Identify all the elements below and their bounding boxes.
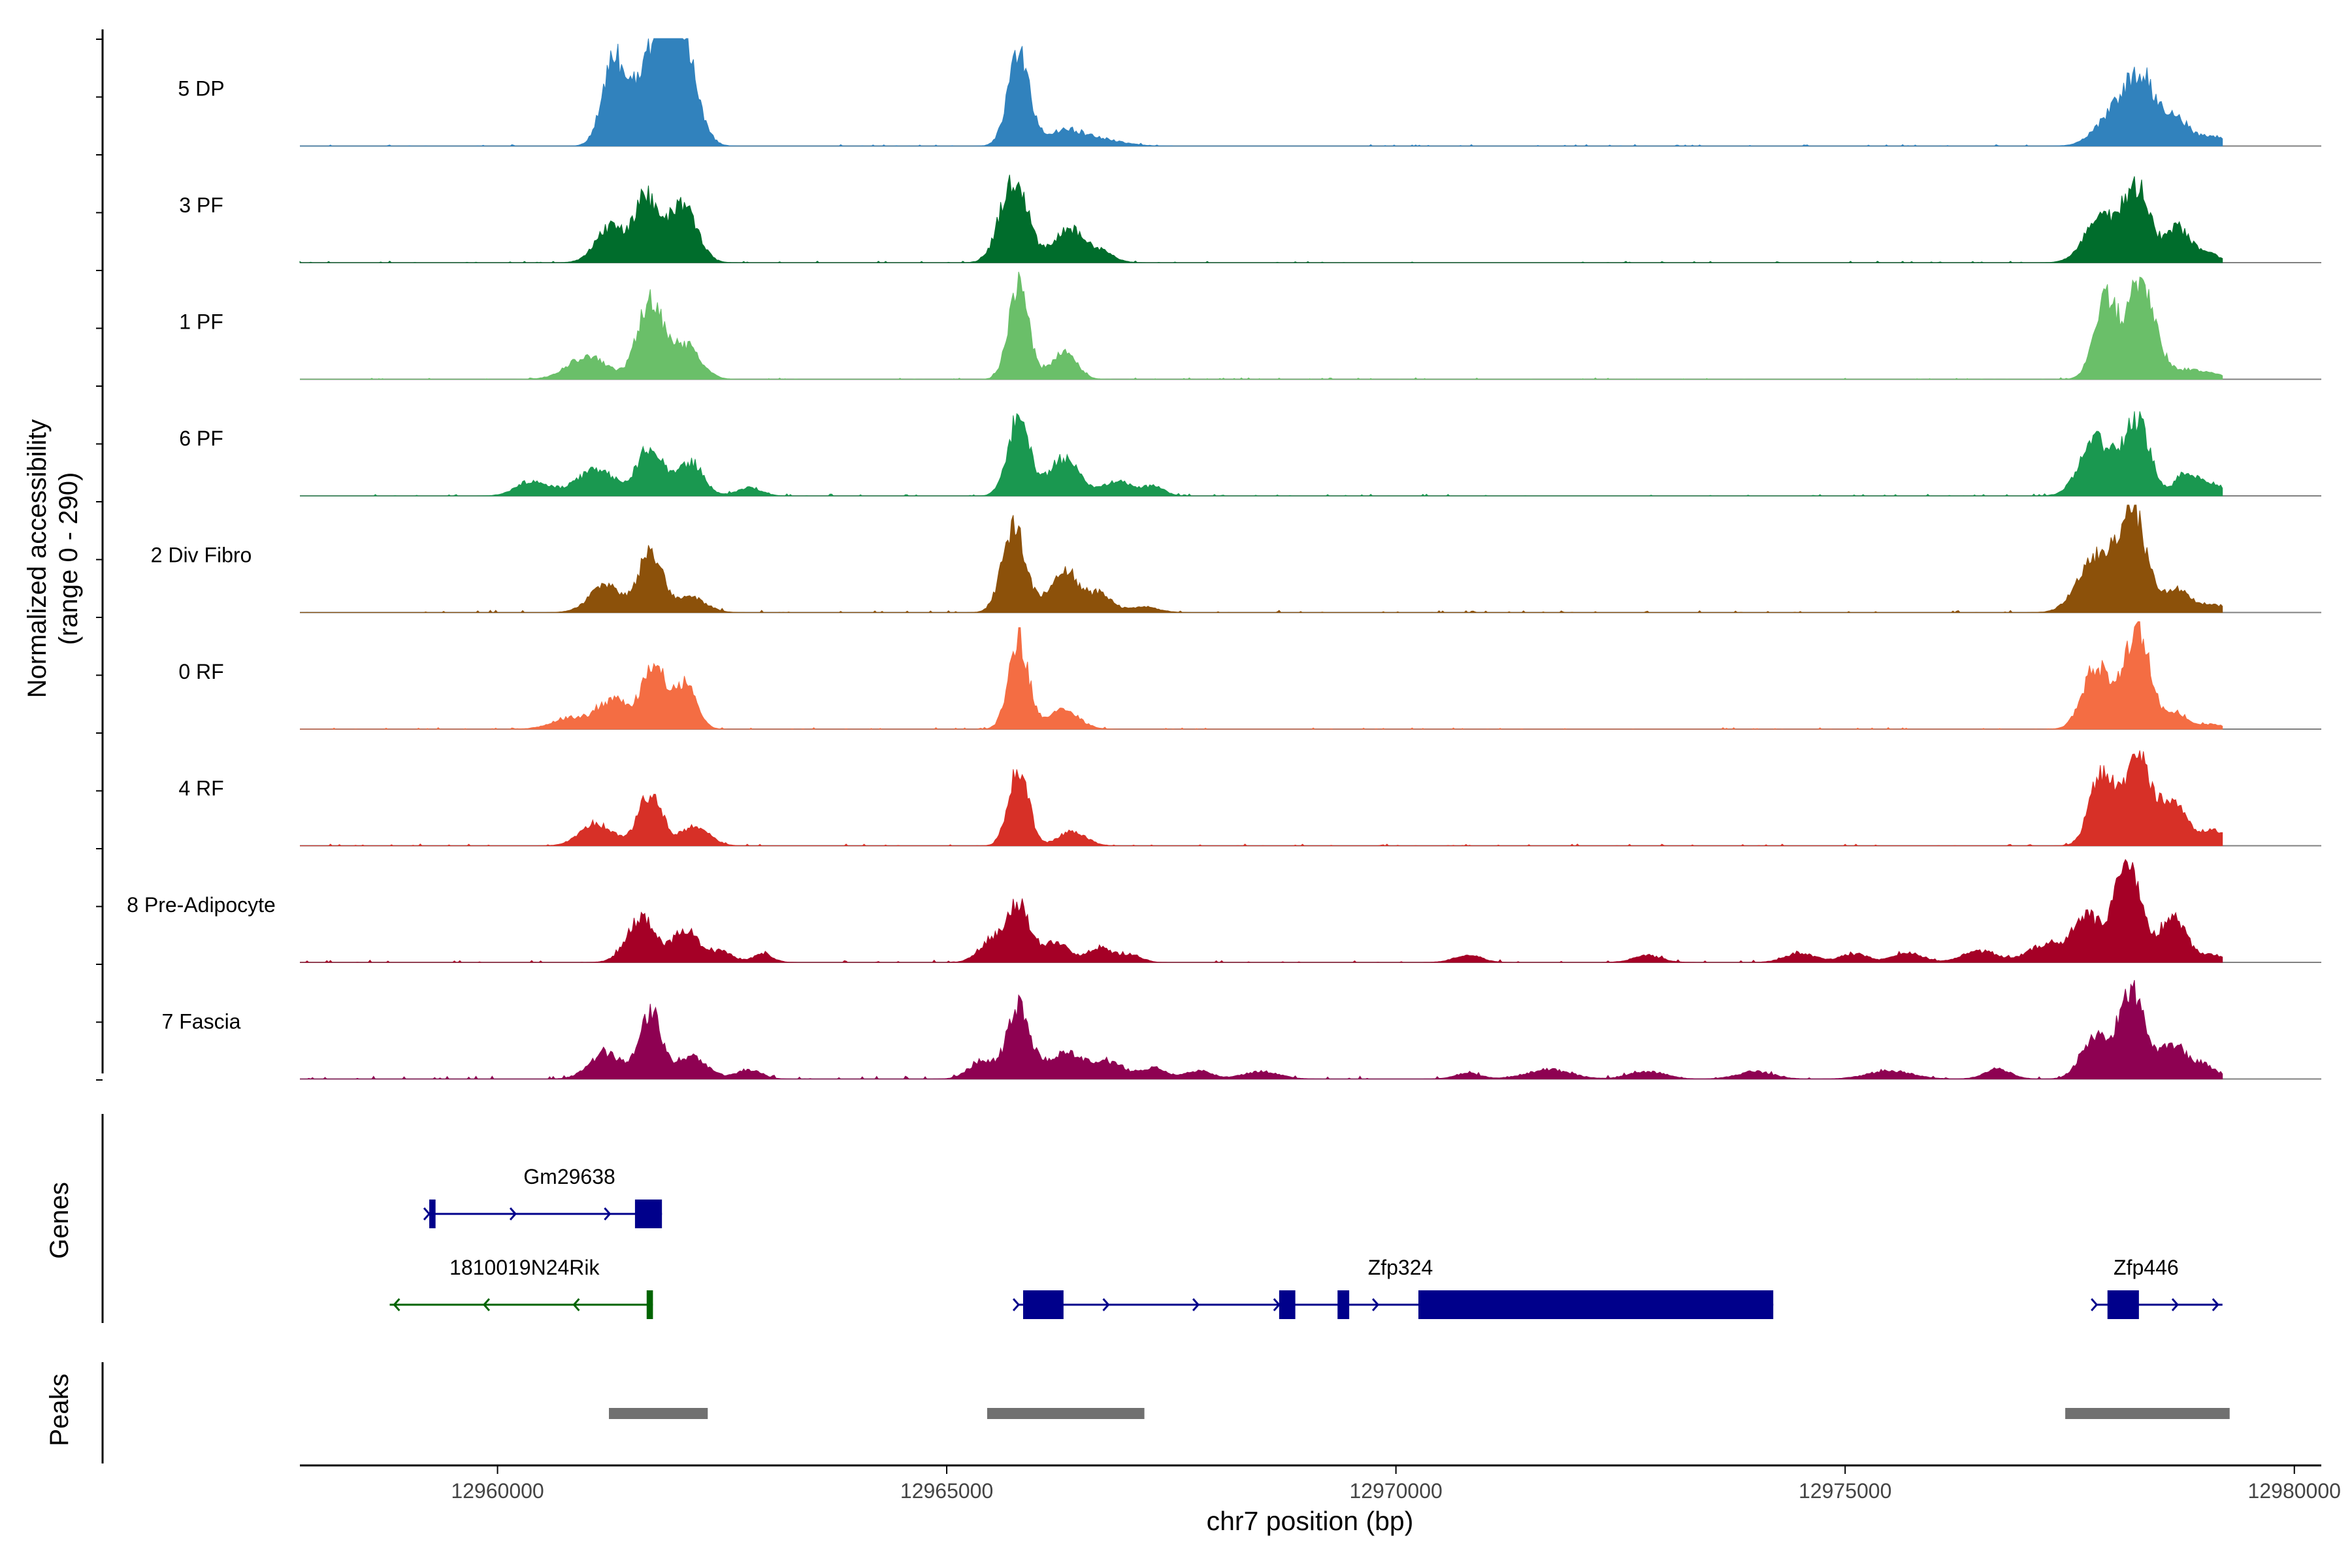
strand-arrow [1372, 1298, 1380, 1311]
coverage-area [300, 38, 2223, 147]
x-tick-label: 12960000 [451, 1479, 544, 1503]
gene-exon [2107, 1290, 2139, 1319]
track-1-pf: 1 PF [179, 271, 2321, 380]
track-6-pf: 6 PF [179, 411, 2321, 497]
strand-arrow [572, 1298, 580, 1311]
gene-zfp446: Zfp446 [2091, 1256, 2223, 1319]
coverage-area [300, 411, 2223, 497]
gene-gm29638: Gm29638 [423, 1165, 662, 1228]
peak-region-bar [609, 1408, 708, 1419]
genes-track-label: Genes [45, 1182, 74, 1259]
gene-label: Gm29638 [523, 1165, 615, 1188]
track-8-pre-adipocyte: 8 Pre-Adipocyte [127, 858, 2321, 963]
strand-arrow [509, 1207, 517, 1220]
track-label: 4 RF [178, 777, 223, 800]
panel-axes [96, 29, 104, 1463]
track-label: 5 DP [178, 77, 224, 101]
track-2-div-fibro: 2 Div Fibro [151, 504, 2321, 613]
track-label: 3 PF [179, 193, 223, 217]
x-tick-label: 12975000 [1799, 1479, 1891, 1503]
track-0-rf: 0 RF [178, 621, 2321, 730]
strand-arrow [482, 1298, 491, 1311]
track-label: 8 Pre-Adipocyte [127, 893, 276, 917]
coverage-area [300, 271, 2223, 380]
gene-exon [1022, 1290, 1064, 1319]
track-5-dp: 5 DP [178, 38, 2321, 147]
gene-label: 1810019N24Rik [449, 1256, 600, 1279]
gene-zfp324: Zfp324 [1012, 1256, 1774, 1319]
gene-exon [1279, 1290, 1296, 1319]
x-axis-label: chr7 position (bp) [1207, 1506, 1414, 1536]
coverage-area [300, 979, 2223, 1080]
x-tick-label: 12965000 [900, 1479, 993, 1503]
peaks-track-label: Peaks [45, 1373, 74, 1446]
coverage-area [300, 621, 2223, 730]
strand-arrow [393, 1298, 400, 1311]
peak-region-bar [2065, 1408, 2230, 1419]
track-3-pf: 3 PF [179, 174, 2321, 263]
track-label: 7 Fascia [162, 1010, 241, 1034]
peak-region-track [609, 1408, 2230, 1419]
strand-arrow [1012, 1298, 1021, 1311]
track-4-rf: 4 RF [178, 750, 2321, 847]
gene-exon [1418, 1290, 1774, 1319]
gene-exon [634, 1200, 662, 1228]
gene-exon [1337, 1290, 1350, 1319]
strand-arrow [1102, 1298, 1110, 1311]
strand-arrow [2171, 1298, 2179, 1311]
gene-exon [646, 1290, 653, 1319]
track-label: 6 PF [179, 427, 223, 450]
strand-arrow [423, 1207, 431, 1220]
track-label: 1 PF [179, 310, 223, 334]
strand-arrow [1192, 1298, 1200, 1311]
y-axis-label-line1: Normalized accessibility [23, 419, 52, 698]
gene-exon [429, 1200, 436, 1228]
gene-annotation-track: Gm29638 1810019N24Rik Zfp324 Zfp446 [389, 1165, 2223, 1319]
coverage-area [300, 750, 2223, 847]
track-7-fascia: 7 Fascia [162, 979, 2321, 1080]
coverage-tracks: 5 DP 3 PF 1 PF 6 PF 2 Div Fibro 0 RF 4 RF 8 Pre… [127, 38, 2321, 1080]
x-tick-label: 12970000 [1349, 1479, 1442, 1503]
gene-1810019n24rik: 1810019N24Rik [389, 1256, 653, 1319]
track-label: 2 Div Fibro [151, 544, 252, 567]
strand-arrow [2091, 1298, 2099, 1311]
coverage-area [300, 858, 2223, 963]
x-tick-label: 12980000 [2248, 1479, 2341, 1503]
peak-region-bar [987, 1408, 1145, 1419]
coverage-area [300, 504, 2223, 613]
strand-arrow [604, 1207, 612, 1220]
gene-label: Zfp446 [2114, 1256, 2179, 1279]
y-axis-label-line2: (range 0 - 290) [54, 472, 83, 645]
gene-label: Zfp324 [1368, 1256, 1433, 1279]
strand-arrow [1273, 1298, 1281, 1311]
strand-arrow [2212, 1298, 2219, 1311]
x-axis: 12960000 12965000 12970000 12975000 12980000 [300, 1464, 2341, 1503]
coverage-area [299, 174, 2223, 263]
track-label: 0 RF [178, 660, 223, 683]
